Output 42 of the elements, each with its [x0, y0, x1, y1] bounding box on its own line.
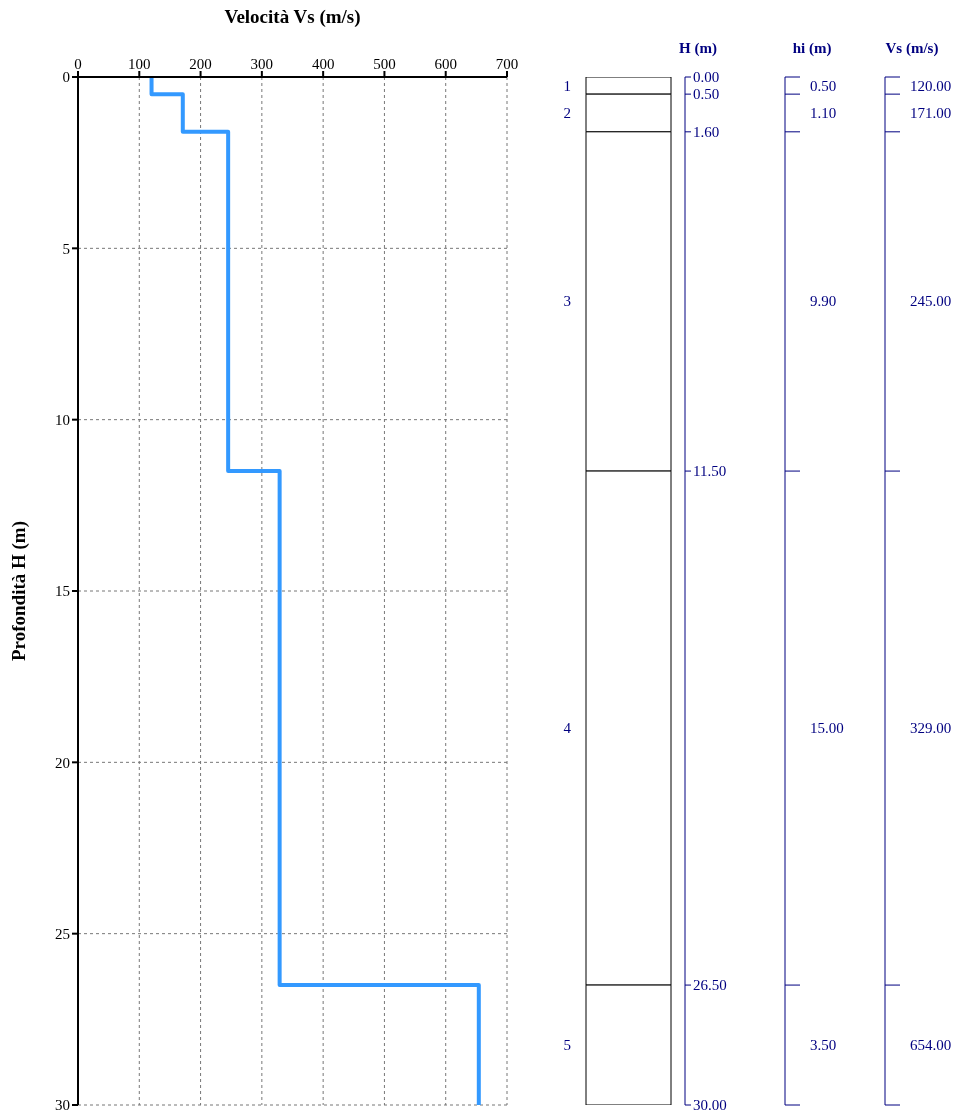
x-axis-title: Velocità Vs (m/s) — [224, 6, 361, 29]
text: hi (m) — [792, 40, 832, 57]
series-label: 3 — [563, 293, 571, 310]
y-tick-label: 11.50 — [693, 463, 727, 480]
text: 0.50 — [810, 77, 837, 94]
text: 9.90 — [810, 293, 837, 310]
y-axis-title: Profondità H (m) — [7, 520, 30, 662]
text: 245.00 — [910, 293, 952, 310]
x-tick-label: 500 — [373, 56, 396, 72]
y-tick-label: 20 — [55, 754, 70, 771]
y-tick-label: 0.50 — [693, 86, 720, 103]
x-tick-label: 200 — [189, 56, 212, 72]
series-label: 4 — [563, 720, 572, 737]
series-label: 1 — [563, 77, 571, 94]
y-tick-label: 5 — [62, 240, 70, 257]
text: Vs (m/s) — [885, 40, 939, 57]
y-tick-label: 0 — [62, 69, 70, 86]
y-tick-label: 15 — [55, 583, 70, 600]
text: 15.00 — [810, 720, 844, 737]
text: 1.10 — [810, 104, 837, 121]
x-tick-label: 600 — [434, 56, 457, 72]
text: 654.00 — [910, 1037, 952, 1054]
y-tick-label: 25 — [55, 925, 70, 942]
series-label: 2 — [563, 104, 571, 121]
text: 120.00 — [910, 77, 952, 94]
line-series — [149, 77, 481, 1105]
text: 329.00 — [910, 720, 952, 737]
y-axis-title: H (m) — [679, 40, 717, 57]
y-tick-label: 26.50 — [693, 977, 727, 994]
x-tick-label: 300 — [250, 56, 274, 72]
x-tick-label: 100 — [128, 56, 151, 72]
x-tick-label: 700 — [495, 56, 519, 72]
y-tick-label: 10 — [55, 411, 70, 428]
y-tick-label: 30 — [55, 1097, 70, 1111]
text: 3.50 — [810, 1037, 837, 1054]
y-tick-label: 1.60 — [693, 124, 720, 141]
text: 171.00 — [910, 104, 952, 121]
series-label: 5 — [563, 1037, 571, 1054]
y-tick-label: 30.00 — [693, 1097, 727, 1111]
y-tick-label: 0.00 — [693, 69, 720, 86]
x-tick-label: 400 — [311, 56, 335, 72]
x-tick-label: 0 — [74, 56, 82, 72]
